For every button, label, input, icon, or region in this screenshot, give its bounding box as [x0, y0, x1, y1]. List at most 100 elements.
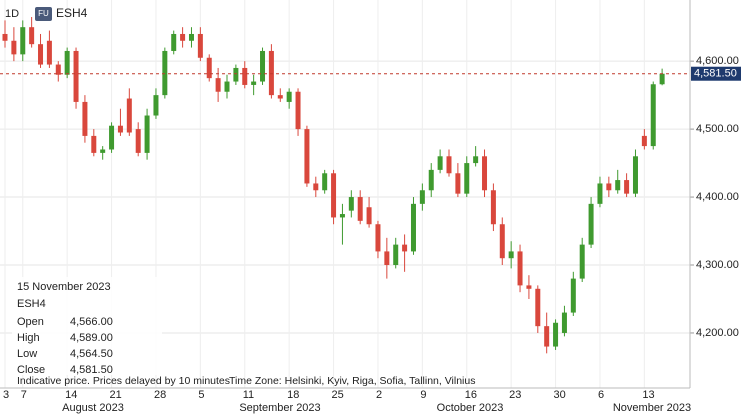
candle-body — [632, 156, 638, 194]
candle-body — [109, 125, 115, 150]
candle-body — [126, 98, 132, 133]
candle-body — [304, 129, 310, 184]
x-tick-label: 9 — [420, 389, 426, 401]
candle-body — [508, 251, 514, 259]
candle-body — [348, 197, 354, 211]
candle-body — [38, 44, 44, 65]
candle-body — [615, 180, 621, 191]
y-tick-label: 4,300.00 — [696, 259, 739, 271]
candle-body — [544, 326, 550, 347]
candle-body — [535, 288, 541, 327]
candle-body — [11, 40, 17, 55]
candle-body — [473, 156, 479, 164]
candle-body — [295, 91, 301, 130]
month-label: October 2023 — [437, 402, 504, 414]
candle-body — [180, 33, 186, 41]
candle-body — [277, 95, 283, 99]
info-value: 4,564.50 — [70, 348, 113, 360]
candle-body — [268, 50, 274, 96]
candle-body — [242, 67, 248, 85]
candle-body — [428, 169, 434, 191]
candle-body — [588, 203, 594, 245]
info-value: 4,566.00 — [70, 316, 113, 328]
info-panel — [12, 277, 162, 375]
candle-body — [162, 50, 168, 96]
candle-body — [366, 207, 372, 225]
candle-body — [100, 149, 106, 153]
note: Indicative price. Prices delayed by 10 m… — [17, 375, 230, 387]
note: Time Zone: Helsinki, Kyiv, Riga, Sofia, … — [229, 375, 475, 387]
candle-body — [233, 67, 239, 82]
month-label: November 2023 — [613, 402, 691, 414]
candle-body — [135, 129, 141, 153]
badge: FU — [38, 9, 49, 18]
candle-body — [188, 33, 194, 41]
candle-body — [64, 50, 70, 75]
x-tick-label: 14 — [65, 389, 77, 401]
candle-body — [597, 183, 603, 204]
candle-body — [260, 50, 266, 82]
last-price-badge — [691, 66, 741, 81]
x-tick-label: 2 — [376, 389, 382, 401]
y-tick-label: 4,600.00 — [696, 55, 739, 67]
candle-body — [579, 244, 585, 279]
candle-body — [55, 64, 61, 75]
candle-body — [526, 285, 532, 289]
candle-body — [2, 33, 8, 41]
info-label: Close — [17, 364, 45, 376]
candle-body — [375, 224, 381, 252]
x-tick-label: 23 — [509, 389, 521, 401]
candle-body — [20, 27, 26, 55]
candle-body — [402, 244, 408, 252]
info-date: 15 November 2023 — [17, 281, 111, 293]
info-label: High — [17, 332, 40, 344]
candle-body — [91, 135, 97, 153]
candle-body — [499, 224, 505, 259]
info-label: Low — [17, 348, 37, 360]
interval: 1D — [5, 8, 19, 20]
candle-body — [197, 33, 203, 58]
candle-body — [153, 95, 159, 116]
x-tick-label: 7 — [21, 389, 27, 401]
candle-body — [313, 183, 319, 191]
candle-body — [455, 173, 461, 194]
x-tick-label: 6 — [598, 389, 604, 401]
candle-body — [446, 156, 452, 174]
candle-body — [410, 203, 416, 252]
candle-body — [490, 190, 496, 225]
candle-body — [570, 278, 576, 313]
candle-body — [286, 91, 292, 102]
candle-body — [553, 322, 559, 347]
candle-body — [117, 125, 123, 133]
candle-body — [357, 197, 363, 221]
candle-body — [215, 78, 221, 92]
x-tick-label: 25 — [332, 389, 344, 401]
candle-body — [561, 312, 567, 333]
candle-body — [206, 57, 212, 79]
x-tick-label: 11 — [243, 389, 254, 401]
x-tick-label: 16 — [465, 389, 477, 401]
y-tick-label: 4,500.00 — [696, 123, 739, 135]
info-label: Open — [17, 316, 44, 328]
candle-body — [251, 81, 257, 85]
x-tick-label: 30 — [554, 389, 566, 401]
x-tick-label: 5 — [198, 389, 204, 401]
x-tick-label: 28 — [154, 389, 166, 401]
y-tick-label: 4,200.00 — [696, 327, 739, 339]
info-value: 4,589.00 — [70, 332, 113, 344]
last-price-label: 4,581.50 — [694, 68, 737, 80]
candle-body — [322, 173, 328, 191]
candle-body — [331, 173, 337, 218]
month-label: September 2023 — [239, 402, 320, 414]
x-tick-label: 3 — [3, 389, 9, 401]
candle-body — [73, 50, 79, 102]
candle-body — [339, 214, 345, 218]
candle-body — [144, 115, 150, 153]
candle-body — [419, 190, 425, 204]
candle-body — [464, 163, 470, 194]
y-tick-label: 4,400.00 — [696, 191, 739, 203]
candle-body — [641, 135, 647, 147]
candle-body — [624, 180, 630, 194]
x-tick-label: 21 — [110, 389, 122, 401]
